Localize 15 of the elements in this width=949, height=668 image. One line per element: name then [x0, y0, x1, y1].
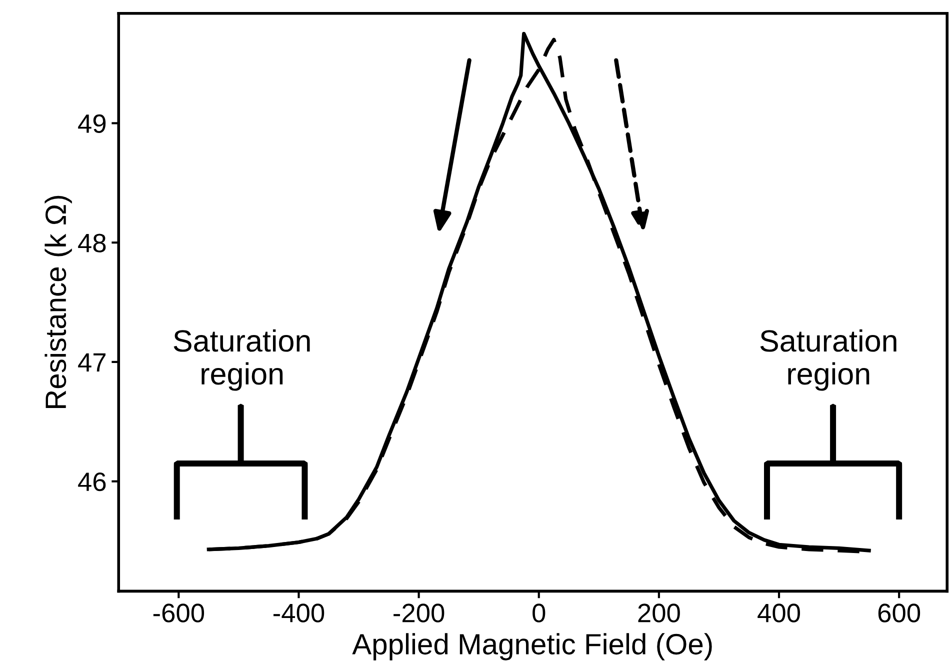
x-tick-label: 600 — [878, 604, 920, 622]
y-tick-label: 48 — [78, 234, 106, 252]
x-tick-label: -600 — [153, 604, 204, 622]
x-tick-label: 400 — [758, 604, 800, 622]
y-tick-label: 49 — [78, 114, 106, 134]
x-tick-label: -400 — [273, 604, 324, 622]
x-tick-label: 0 — [532, 604, 546, 622]
x-tick-label: 200 — [638, 604, 680, 622]
annotation: Saturation region — [760, 329, 896, 391]
y-tick-label: 46 — [78, 472, 106, 492]
x-axis-title: Applied Magnetic Field (Oe) — [352, 633, 712, 660]
x-tick-label: -200 — [394, 604, 444, 622]
y-tick-label: 47 — [78, 353, 106, 372]
annotation: Saturation region — [174, 329, 310, 391]
y-axis-title: Resistance (k Ω) — [44, 196, 72, 408]
